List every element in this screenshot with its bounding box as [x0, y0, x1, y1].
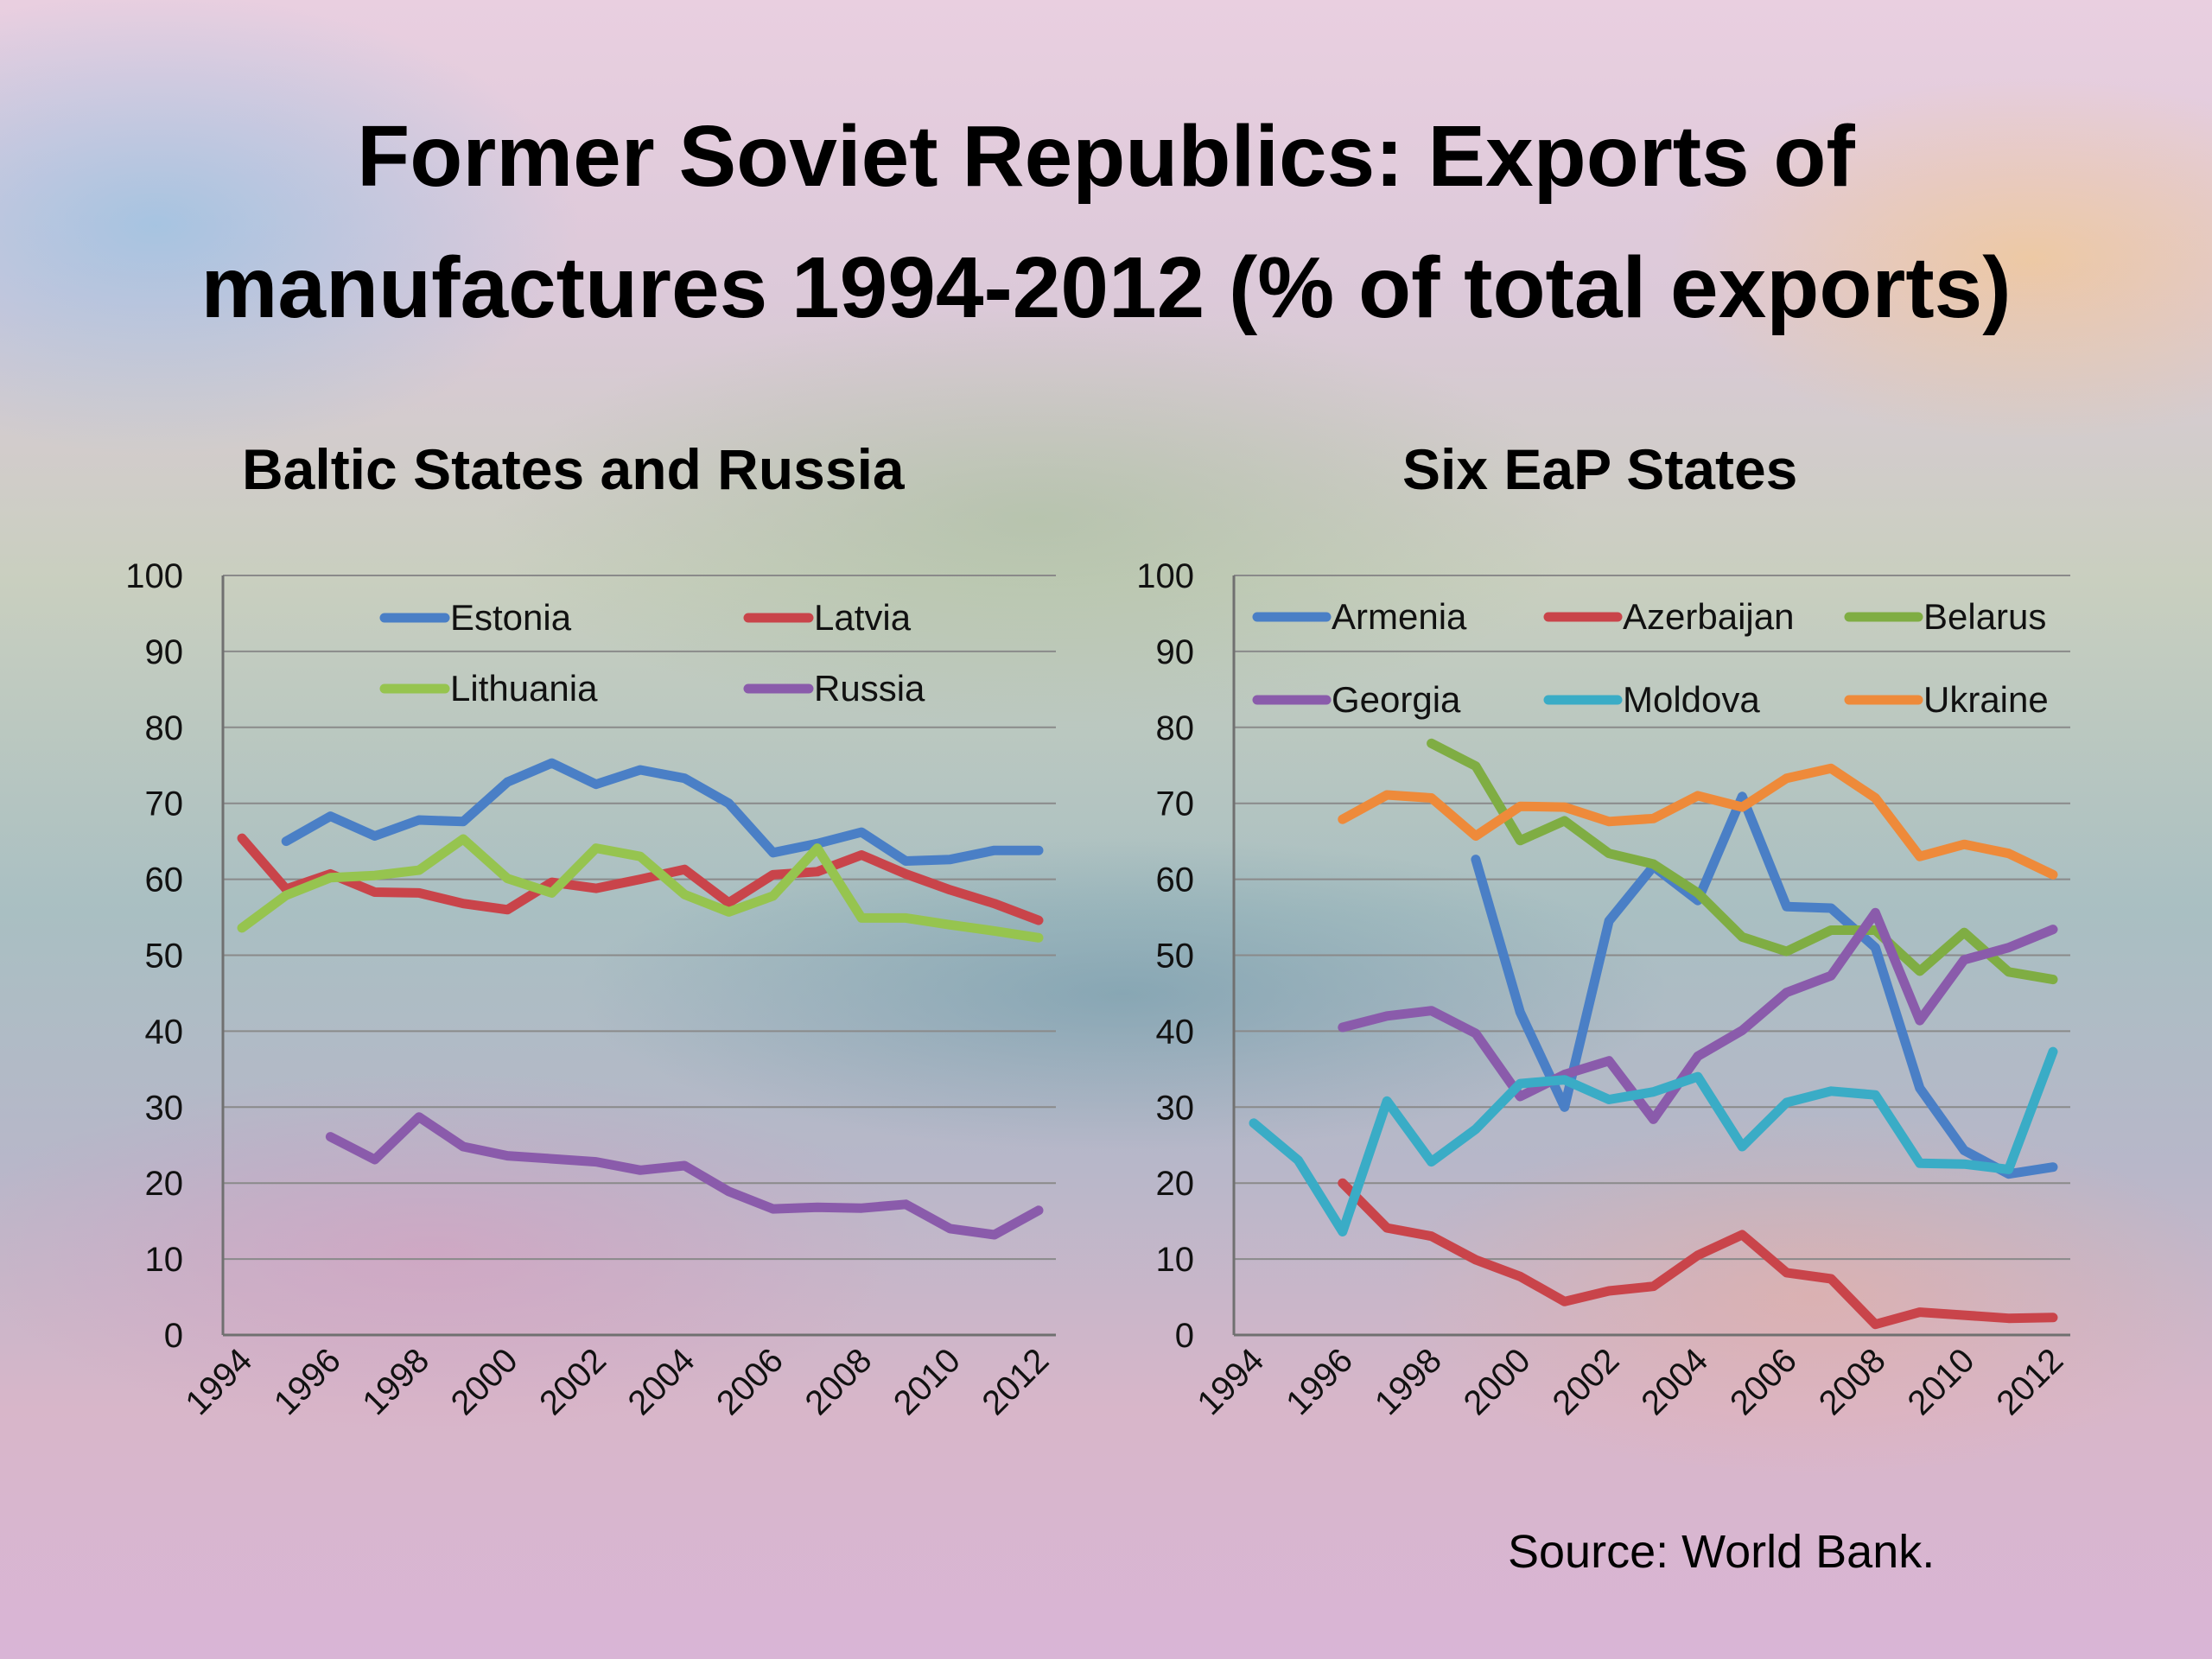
y-tick-label: 10: [145, 1241, 184, 1279]
chart-1-title: Baltic States and Russia: [242, 437, 905, 501]
y-tick-label: 40: [145, 1013, 184, 1051]
y-tick-label: 30: [145, 1089, 184, 1127]
y-tick-label: 20: [1156, 1165, 1195, 1203]
series-line-belarus: [1427, 738, 2058, 985]
legend-label-moldova: Moldova: [1623, 679, 1760, 720]
x-tick-label: 2004: [1634, 1341, 1715, 1422]
x-tick-label: 2002: [1545, 1341, 1626, 1422]
y-tick-label: 100: [125, 557, 183, 595]
x-tick-label: 1994: [1190, 1341, 1271, 1422]
series-line-azerbaijan: [1338, 1178, 2058, 1330]
y-tick-label: 0: [164, 1317, 183, 1355]
legend-label-belarus: Belarus: [1923, 596, 2046, 637]
y-tick-label: 40: [1156, 1013, 1195, 1051]
y-tick-label: 80: [1156, 709, 1195, 747]
slide-title-line-2: manufactures 1994-2012 (% of total expor…: [200, 239, 2012, 336]
y-tick-label: 80: [145, 709, 184, 747]
x-tick-label: 1998: [1368, 1341, 1449, 1422]
series-line-russia: [325, 1112, 1044, 1240]
chart-2-title: Six EaP States: [1402, 437, 1798, 501]
legend-label-armenia: Armenia: [1332, 596, 1467, 637]
x-tick-label: 2012: [1989, 1341, 2070, 1422]
y-tick-label: 30: [1156, 1089, 1195, 1127]
x-tick-label: 2008: [1812, 1341, 1893, 1422]
y-tick-label: 100: [1136, 557, 1194, 595]
x-tick-label: 2006: [1723, 1341, 1804, 1422]
series-line-moldova: [1249, 1046, 2058, 1236]
legend-label-estonia: Estonia: [450, 597, 572, 638]
source-note: Source: World Bank.: [1508, 1526, 1936, 1578]
y-tick-label: 50: [1156, 938, 1195, 976]
y-tick-label: 60: [145, 861, 184, 899]
series-line-estonia: [281, 758, 1044, 866]
series-line-ukraine: [1338, 763, 2058, 880]
slide-title: Former Soviet Republics: Exports of manu…: [0, 91, 2212, 353]
x-tick-label: 1996: [1279, 1341, 1360, 1422]
y-tick-label: 50: [145, 938, 184, 976]
legend-label-azerbaijan: Azerbaijan: [1623, 596, 1794, 637]
legend-label-ukraine: Ukraine: [1923, 679, 2049, 720]
y-tick-label: 90: [1156, 633, 1195, 671]
x-tick-label: 2010: [1901, 1341, 1982, 1422]
series-line-armenia: [1471, 791, 2058, 1179]
series-line-georgia: [1338, 907, 2058, 1124]
series-line-lithuania: [237, 834, 1044, 943]
y-tick-label: 70: [145, 785, 184, 823]
y-tick-label: 90: [145, 633, 184, 671]
y-tick-label: 10: [1156, 1241, 1195, 1279]
y-tick-label: 70: [1156, 785, 1195, 823]
legend-label-russia: Russia: [814, 668, 925, 709]
series-line-latvia: [237, 833, 1044, 925]
y-tick-label: 60: [1156, 861, 1195, 899]
y-tick-label: 20: [145, 1165, 184, 1203]
legend-label-lithuania: Lithuania: [450, 668, 598, 709]
x-tick-label: 2000: [1457, 1341, 1538, 1422]
legend-label-georgia: Georgia: [1332, 679, 1461, 720]
slide-title-line-1: Former Soviet Republics: Exports of: [357, 108, 1855, 205]
legend-label-latvia: Latvia: [814, 597, 912, 638]
y-tick-label: 0: [1175, 1317, 1194, 1355]
